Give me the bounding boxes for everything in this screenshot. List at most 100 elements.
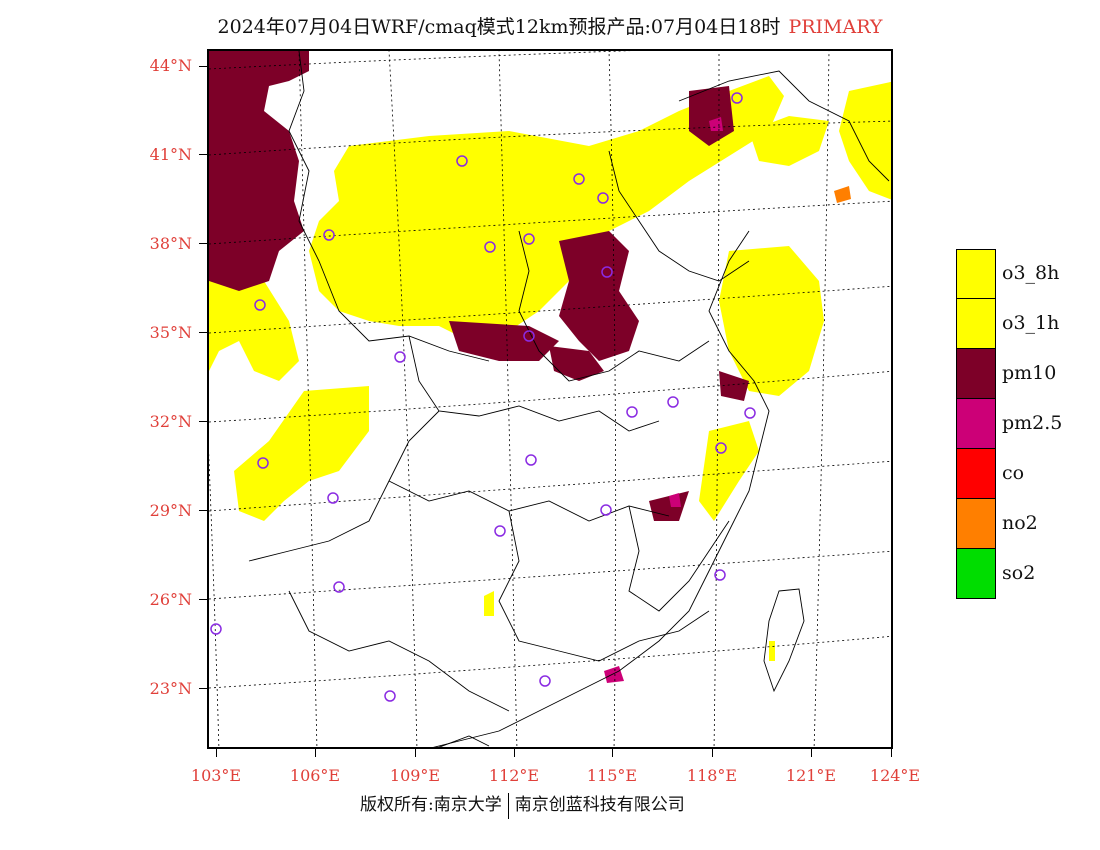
- o3-region-taiwan-spot: [769, 641, 775, 661]
- legend-swatch: [956, 549, 996, 599]
- lon-tick: [315, 749, 316, 757]
- station-marker: [667, 396, 679, 408]
- legend-label: o3_8h: [1002, 262, 1060, 284]
- station-marker: [254, 299, 266, 311]
- province-border-6: [628, 505, 730, 612]
- pm10-region-scatter-2: [649, 491, 689, 521]
- station-marker: [600, 504, 612, 516]
- lon-label-103: 103°E: [190, 766, 242, 785]
- legend-item-so2: so2: [956, 549, 1076, 599]
- lat-tick: [199, 510, 207, 511]
- legend-item-pm2-5: pm2.5: [956, 399, 1076, 449]
- pollution-map: [209, 51, 891, 747]
- lat-label-23: 23°N: [149, 679, 192, 698]
- station-marker: [384, 690, 396, 702]
- province-border-4: [388, 480, 670, 522]
- o3-region-north: [309, 76, 784, 341]
- station-marker: [597, 192, 609, 204]
- lon-line-115: [608, 51, 617, 747]
- station-marker: [394, 351, 406, 363]
- station-marker: [494, 525, 506, 537]
- province-border-8: [608, 150, 750, 282]
- station-marker: [523, 330, 535, 342]
- lon-label-118: 118°E: [686, 766, 738, 785]
- footer-right: 南京创蓝科技有限公司: [514, 795, 685, 815]
- station-marker: [539, 675, 551, 687]
- legend-swatch: [956, 299, 996, 349]
- lat-label-29: 29°N: [149, 501, 192, 520]
- province-border-2: [408, 335, 660, 432]
- o3-region-zhejiang: [699, 421, 759, 521]
- lat-label-44: 44°N: [149, 56, 192, 75]
- lat-line-32: [209, 370, 891, 423]
- station-marker: [744, 407, 756, 419]
- station-marker: [323, 229, 335, 241]
- legend-label: no2: [1002, 512, 1038, 534]
- o3-region-east-coast: [719, 246, 824, 396]
- coastline-east: [433, 70, 890, 747]
- pm25-spot-2: [669, 493, 681, 507]
- legend-swatch: [956, 399, 996, 449]
- no2-spot: [834, 186, 851, 203]
- legend-label: pm10: [1002, 362, 1057, 384]
- pm10-region-hubei: [549, 346, 604, 381]
- pm10-region-scatter-1: [719, 371, 749, 401]
- legend-label: so2: [1002, 562, 1036, 584]
- pm25-spot-3: [709, 117, 723, 131]
- lat-label-38: 38°N: [149, 234, 192, 253]
- lat-tick: [199, 154, 207, 155]
- lon-label-106: 106°E: [289, 766, 341, 785]
- lon-tick: [891, 749, 892, 757]
- footer-left: 版权所有:南京大学: [360, 795, 502, 815]
- lat-tick: [199, 599, 207, 600]
- hainan-fragment: [438, 735, 490, 747]
- legend-label: o3_1h: [1002, 312, 1060, 334]
- station-marker: [731, 92, 743, 104]
- legend-item-co: co: [956, 449, 1076, 499]
- map-title: 2024年07月04日WRF/cmaq模式12km预报产品:07月04日18时 P…: [0, 12, 1100, 39]
- footer-separator: [507, 792, 509, 819]
- lon-label-121: 121°E: [785, 766, 837, 785]
- lon-label-112: 112°E: [488, 766, 540, 785]
- pollutant-legend: o3_8h o3_1h pm10 pm2.5 co no2 so2: [956, 249, 1076, 599]
- lat-line-29: [209, 460, 891, 512]
- lon-line-118: [713, 51, 720, 747]
- legend-swatch: [956, 249, 996, 299]
- lon-tick: [712, 749, 713, 757]
- station-marker: [484, 241, 496, 253]
- o3-region-northeast: [839, 81, 891, 200]
- province-border-1: [288, 51, 490, 362]
- lon-line-121: [813, 51, 830, 747]
- legend-item-o3-1h: o3_1h: [956, 299, 1076, 349]
- lat-label-32: 32°N: [149, 412, 192, 431]
- o3-region-sichuan: [234, 386, 369, 521]
- title-main: 2024年07月04日WRF/cmaq模式12km预报产品:07月04日18时: [217, 16, 781, 38]
- pm10-region-northwest: [209, 51, 309, 291]
- lon-line-106: [298, 51, 318, 747]
- legend-swatch: [956, 499, 996, 549]
- station-marker: [456, 155, 468, 167]
- title-primary-tag: PRIMARY: [788, 16, 883, 38]
- legend-swatch: [956, 349, 996, 399]
- lat-tick: [199, 332, 207, 333]
- legend-label: co: [1002, 462, 1025, 484]
- lat-line-44: [209, 51, 633, 70]
- legend-item-o3-8h: o3_8h: [956, 249, 1076, 299]
- lat-line-26: [209, 550, 891, 600]
- station-marker: [333, 581, 345, 593]
- copyright-footer: 版权所有:南京大学 南京创蓝科技有限公司: [360, 790, 685, 819]
- pm10-region-huabei: [559, 231, 639, 361]
- station-marker: [714, 569, 726, 581]
- lat-label-35: 35°N: [149, 323, 192, 342]
- station-marker: [601, 266, 613, 278]
- station-marker: [327, 492, 339, 504]
- pm25-spot-1: [604, 666, 624, 683]
- lat-label-26: 26°N: [149, 590, 192, 609]
- province-border-5: [498, 510, 710, 662]
- legend-swatch: [956, 449, 996, 499]
- legend-label: pm2.5: [1002, 412, 1063, 434]
- lon-label-109: 109°E: [389, 766, 441, 785]
- lat-tick: [199, 421, 207, 422]
- province-border-9: [288, 590, 510, 712]
- lon-label-115: 115°E: [586, 766, 638, 785]
